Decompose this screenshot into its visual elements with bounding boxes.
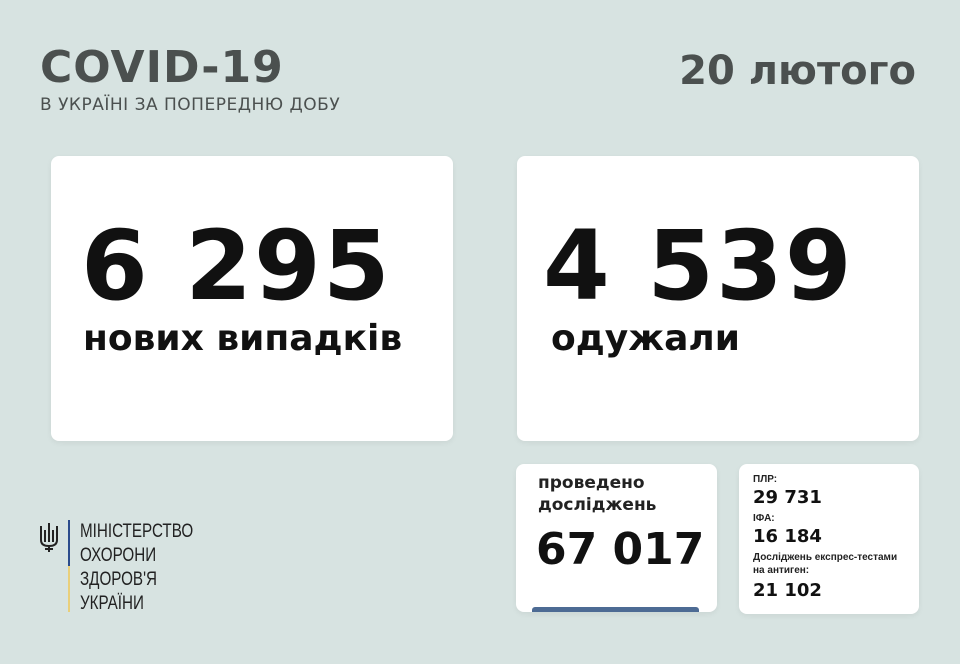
logo-line2: ОХОРОНИ [80,545,157,566]
tests-card: проведено досліджень 67 017 [516,464,717,612]
accent-bar [532,607,699,612]
ifa-value: 16 184 [753,526,822,547]
ministry-logo-text: МІНІСТЕРСТВО ОХОРОНИ ЗДОРОВ'Я УКРАЇНИ [80,520,193,616]
tests-label-line1: проведено [538,473,645,493]
tests-value: 67 017 [536,524,705,575]
logo-line4: УКРАЇНИ [80,593,144,614]
flag-line-blue [68,520,70,566]
logo-line1: МІНІСТЕРСТВО [80,521,194,542]
pcr-value: 29 731 [753,487,822,508]
recovered-label: одужали [551,318,740,359]
breakdown-card: ПЛР: 29 731 ІФА: 16 184 Досліджень експр… [739,464,919,614]
antigen-label-line2: на антиген: [753,565,810,576]
ifa-label: ІФА: [753,513,775,524]
report-date: 20 лютого [679,48,916,94]
page-subtitle: В УКРАЇНІ ЗА ПОПЕРЕДНЮ ДОБУ [40,95,341,115]
flag-line-yellow [68,566,70,612]
logo-line3: ЗДОРОВ'Я [80,569,157,590]
antigen-label-line1: Досліджень експрес-тестами [753,552,898,563]
new-cases-label: нових випадків [83,318,403,359]
page-title: COVID-19 [40,42,284,93]
recovered-value: 4 539 [543,210,854,322]
new-cases-value: 6 295 [81,210,392,322]
pcr-label: ПЛР: [753,474,778,485]
trident-icon [38,522,60,558]
recovered-card: 4 539 одужали [517,156,919,441]
new-cases-card: 6 295 нових випадків [51,156,453,441]
tests-label-line2: досліджень [538,495,657,515]
antigen-value: 21 102 [753,580,822,601]
